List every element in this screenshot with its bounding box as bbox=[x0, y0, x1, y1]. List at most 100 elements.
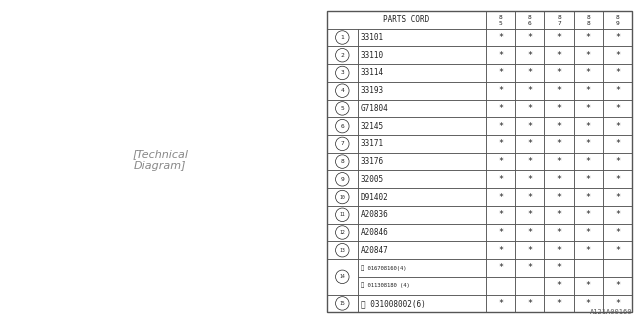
Text: A20846: A20846 bbox=[361, 228, 388, 237]
Text: *: * bbox=[586, 299, 591, 308]
Bar bbox=[358, 171, 486, 188]
Text: 33114: 33114 bbox=[361, 68, 384, 77]
Bar bbox=[486, 28, 515, 46]
Text: *: * bbox=[527, 228, 532, 237]
Text: 9: 9 bbox=[616, 21, 620, 26]
Bar bbox=[515, 100, 545, 117]
Bar bbox=[515, 259, 545, 277]
Bar bbox=[573, 259, 603, 277]
Bar bbox=[603, 28, 632, 46]
Bar bbox=[327, 135, 358, 153]
Bar bbox=[327, 64, 358, 82]
Bar bbox=[515, 82, 545, 100]
Bar bbox=[603, 11, 632, 28]
Bar bbox=[573, 11, 603, 28]
Text: *: * bbox=[557, 175, 561, 184]
Bar bbox=[603, 294, 632, 312]
Bar bbox=[573, 206, 603, 224]
Bar bbox=[358, 206, 486, 224]
Bar bbox=[486, 64, 515, 82]
Bar bbox=[358, 117, 486, 135]
Text: *: * bbox=[557, 228, 561, 237]
Bar bbox=[573, 28, 603, 46]
Text: 33101: 33101 bbox=[361, 33, 384, 42]
Text: *: * bbox=[498, 193, 503, 202]
Text: 5: 5 bbox=[340, 106, 344, 111]
Text: *: * bbox=[498, 299, 503, 308]
Bar bbox=[486, 188, 515, 206]
Text: *: * bbox=[586, 281, 591, 290]
Text: *: * bbox=[498, 228, 503, 237]
Bar bbox=[486, 100, 515, 117]
Text: *: * bbox=[557, 210, 561, 219]
Text: *: * bbox=[586, 51, 591, 60]
Bar bbox=[515, 153, 545, 171]
Text: *: * bbox=[527, 175, 532, 184]
Text: 8: 8 bbox=[586, 15, 590, 20]
Text: 7: 7 bbox=[557, 21, 561, 26]
Bar bbox=[486, 259, 515, 277]
Text: *: * bbox=[615, 86, 620, 95]
Text: 8: 8 bbox=[557, 15, 561, 20]
Text: *: * bbox=[527, 33, 532, 42]
Text: *: * bbox=[527, 68, 532, 77]
Text: *: * bbox=[615, 299, 620, 308]
Text: 32005: 32005 bbox=[361, 175, 384, 184]
Bar bbox=[358, 82, 486, 100]
Bar bbox=[573, 64, 603, 82]
Bar bbox=[515, 277, 545, 294]
Text: 7: 7 bbox=[340, 141, 344, 146]
Text: *: * bbox=[586, 157, 591, 166]
Bar bbox=[358, 135, 486, 153]
Text: A20847: A20847 bbox=[361, 246, 388, 255]
Text: 2: 2 bbox=[340, 53, 344, 58]
Bar bbox=[358, 224, 486, 241]
Text: *: * bbox=[557, 299, 561, 308]
Bar bbox=[515, 294, 545, 312]
Bar bbox=[573, 46, 603, 64]
Bar bbox=[603, 46, 632, 64]
Text: *: * bbox=[527, 157, 532, 166]
Text: G71804: G71804 bbox=[361, 104, 388, 113]
Text: *: * bbox=[615, 139, 620, 148]
Text: *: * bbox=[615, 68, 620, 77]
Text: *: * bbox=[586, 175, 591, 184]
Bar bbox=[545, 294, 573, 312]
Text: *: * bbox=[615, 246, 620, 255]
Text: 8: 8 bbox=[616, 15, 620, 20]
Bar bbox=[515, 206, 545, 224]
Bar bbox=[545, 206, 573, 224]
Bar bbox=[573, 153, 603, 171]
Bar bbox=[327, 46, 358, 64]
Text: Ⓑ 011308180 (4): Ⓑ 011308180 (4) bbox=[361, 283, 410, 288]
Text: *: * bbox=[527, 299, 532, 308]
Bar bbox=[545, 135, 573, 153]
Text: 3: 3 bbox=[340, 70, 344, 76]
Bar bbox=[545, 64, 573, 82]
Text: *: * bbox=[527, 104, 532, 113]
Bar bbox=[327, 28, 358, 46]
Bar bbox=[545, 100, 573, 117]
Bar bbox=[327, 241, 358, 259]
Text: 33176: 33176 bbox=[361, 157, 384, 166]
Text: D91402: D91402 bbox=[361, 193, 388, 202]
Text: *: * bbox=[498, 263, 503, 272]
Bar bbox=[545, 46, 573, 64]
Text: *: * bbox=[527, 139, 532, 148]
Text: *: * bbox=[615, 157, 620, 166]
Bar bbox=[486, 206, 515, 224]
Bar bbox=[515, 241, 545, 259]
Text: *: * bbox=[586, 86, 591, 95]
Bar bbox=[486, 153, 515, 171]
Text: *: * bbox=[527, 86, 532, 95]
Bar bbox=[545, 28, 573, 46]
Text: A121A00160: A121A00160 bbox=[589, 309, 632, 316]
Text: *: * bbox=[498, 210, 503, 219]
Text: *: * bbox=[615, 210, 620, 219]
Text: *: * bbox=[557, 263, 561, 272]
Bar bbox=[573, 188, 603, 206]
Text: *: * bbox=[586, 33, 591, 42]
Text: *: * bbox=[498, 246, 503, 255]
Bar bbox=[358, 241, 486, 259]
Bar bbox=[603, 171, 632, 188]
